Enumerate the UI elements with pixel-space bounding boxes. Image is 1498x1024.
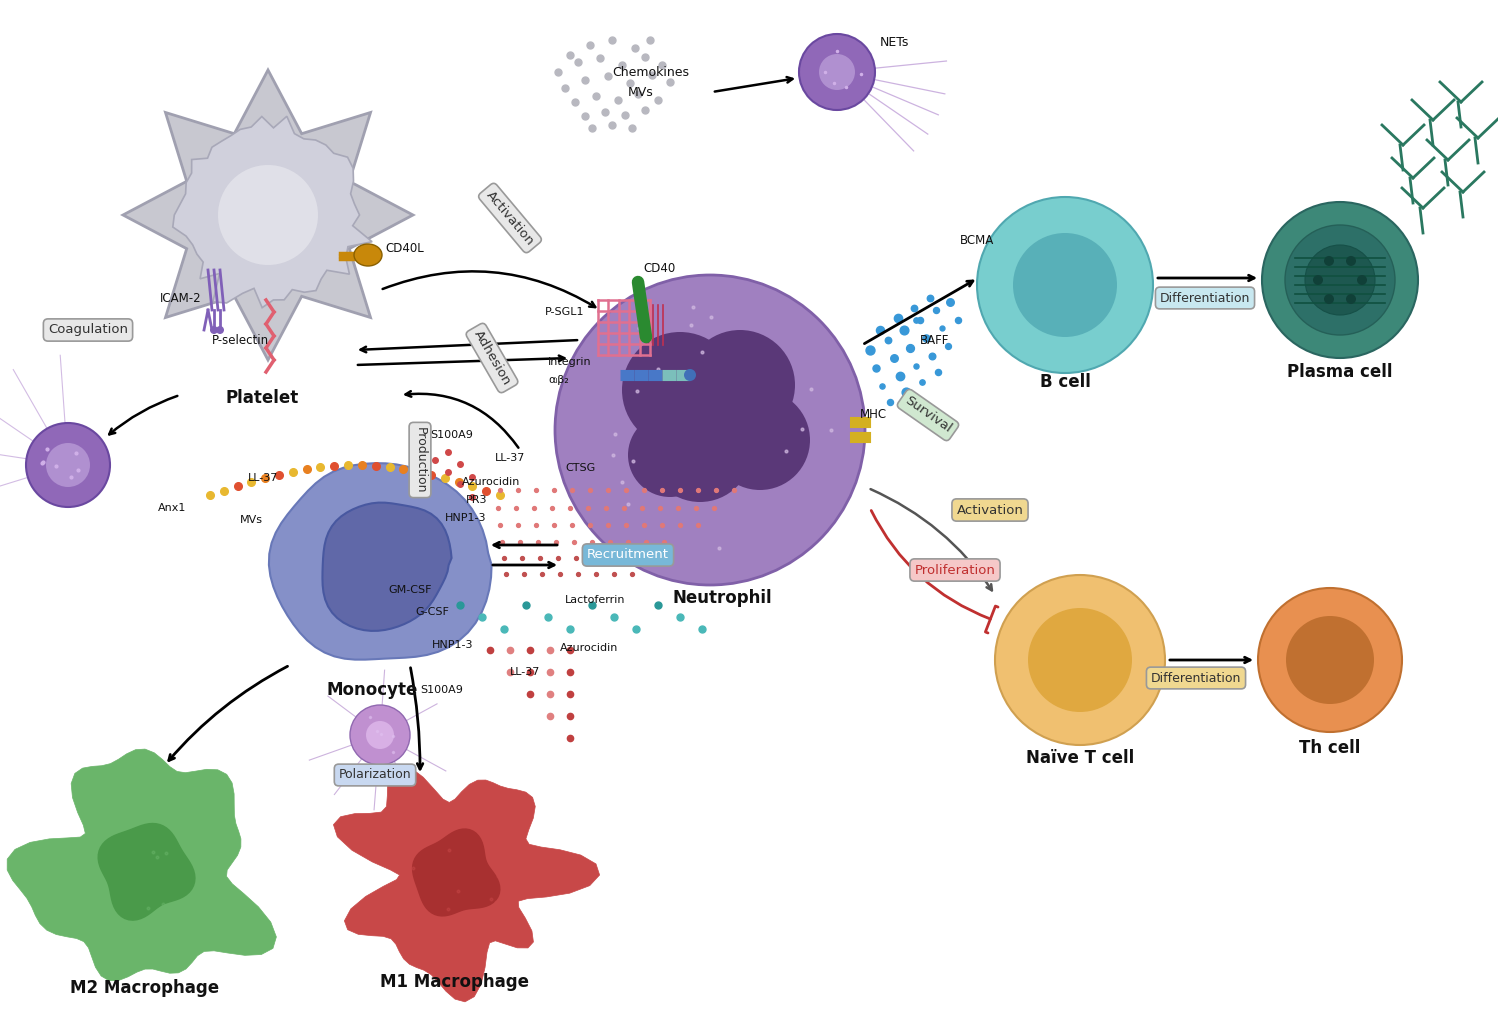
Circle shape	[216, 326, 225, 334]
Circle shape	[1314, 275, 1323, 285]
Circle shape	[1357, 275, 1368, 285]
Text: B cell: B cell	[1040, 373, 1091, 391]
Text: NETs: NETs	[879, 36, 909, 48]
Circle shape	[1013, 233, 1118, 337]
Polygon shape	[334, 765, 599, 1001]
Text: Azurocidin: Azurocidin	[560, 643, 619, 653]
Polygon shape	[322, 503, 451, 631]
Circle shape	[554, 275, 864, 585]
Text: Chemokines: Chemokines	[613, 66, 689, 79]
Circle shape	[1258, 588, 1402, 732]
Circle shape	[1324, 294, 1335, 304]
Circle shape	[366, 721, 394, 749]
Circle shape	[819, 54, 855, 90]
Text: MVs: MVs	[240, 515, 264, 525]
Circle shape	[1028, 608, 1132, 712]
Circle shape	[685, 330, 795, 440]
Polygon shape	[97, 823, 196, 921]
Text: Neutrophil: Neutrophil	[673, 589, 771, 607]
Text: LL-37: LL-37	[249, 473, 279, 483]
Circle shape	[1285, 225, 1395, 335]
Text: CTSG: CTSG	[565, 463, 595, 473]
Text: LL-37: LL-37	[509, 667, 541, 677]
Polygon shape	[123, 70, 413, 360]
Circle shape	[219, 165, 318, 265]
Circle shape	[977, 197, 1153, 373]
Circle shape	[210, 326, 219, 334]
Text: Adhesion: Adhesion	[470, 328, 512, 388]
Text: Recruitment: Recruitment	[587, 549, 670, 561]
Text: Polarization: Polarization	[339, 768, 412, 781]
Circle shape	[46, 443, 90, 487]
Text: PR3: PR3	[466, 495, 487, 505]
Text: Proliferation: Proliferation	[915, 563, 996, 577]
Circle shape	[995, 575, 1165, 745]
Text: M2 Macrophage: M2 Macrophage	[70, 979, 220, 997]
Text: Monocyte: Monocyte	[327, 681, 418, 699]
Circle shape	[622, 332, 739, 449]
Text: Platelet: Platelet	[225, 389, 298, 407]
Text: Survival: Survival	[902, 394, 954, 436]
Circle shape	[1347, 256, 1356, 266]
Text: S100A9: S100A9	[430, 430, 473, 440]
Ellipse shape	[354, 244, 382, 266]
Polygon shape	[172, 117, 372, 307]
Text: αₗβ₂: αₗβ₂	[548, 375, 569, 385]
Text: Th cell: Th cell	[1299, 739, 1360, 757]
Text: Naïve T cell: Naïve T cell	[1026, 749, 1134, 767]
Text: Differentiation: Differentiation	[1159, 292, 1251, 304]
Text: LL-37: LL-37	[494, 453, 526, 463]
Text: MHC: MHC	[860, 409, 887, 422]
Text: P-selectin: P-selectin	[213, 334, 270, 346]
Circle shape	[798, 34, 875, 110]
Circle shape	[1347, 294, 1356, 304]
Text: Plasma cell: Plasma cell	[1287, 362, 1393, 381]
Circle shape	[710, 390, 810, 490]
Polygon shape	[270, 463, 491, 659]
Text: BCMA: BCMA	[960, 233, 995, 247]
Text: Lactoferrin: Lactoferrin	[565, 595, 626, 605]
Text: Azurocidin: Azurocidin	[461, 477, 520, 487]
Circle shape	[649, 398, 752, 502]
Text: S100A9: S100A9	[419, 685, 463, 695]
Text: MVs: MVs	[628, 85, 653, 98]
Circle shape	[207, 154, 330, 276]
Text: CD40L: CD40L	[385, 242, 424, 255]
Text: CD40: CD40	[643, 261, 676, 274]
Circle shape	[1305, 245, 1375, 315]
Text: HNP1-3: HNP1-3	[445, 513, 487, 523]
Text: Coagulation: Coagulation	[48, 324, 127, 337]
Circle shape	[1261, 202, 1419, 358]
Polygon shape	[412, 828, 500, 916]
Circle shape	[25, 423, 109, 507]
Text: Activation: Activation	[484, 188, 536, 248]
Text: Activation: Activation	[957, 504, 1023, 516]
Text: Integrin: Integrin	[548, 357, 592, 367]
Text: Production: Production	[413, 427, 427, 494]
Text: Differentiation: Differentiation	[1150, 672, 1242, 684]
Text: Anx1: Anx1	[157, 503, 186, 513]
Circle shape	[685, 369, 697, 381]
Text: M1 Macrophage: M1 Macrophage	[380, 973, 529, 991]
Text: BAFF: BAFF	[920, 334, 950, 346]
Text: ICAM-2: ICAM-2	[160, 292, 202, 304]
Text: P-SGL1: P-SGL1	[545, 307, 584, 317]
Polygon shape	[7, 750, 276, 981]
Circle shape	[1285, 616, 1374, 705]
Text: GM-CSF: GM-CSF	[388, 585, 431, 595]
Circle shape	[351, 705, 410, 765]
Text: G-CSF: G-CSF	[415, 607, 449, 617]
Circle shape	[628, 413, 712, 497]
Text: HNP1-3: HNP1-3	[431, 640, 473, 650]
Circle shape	[1324, 256, 1335, 266]
